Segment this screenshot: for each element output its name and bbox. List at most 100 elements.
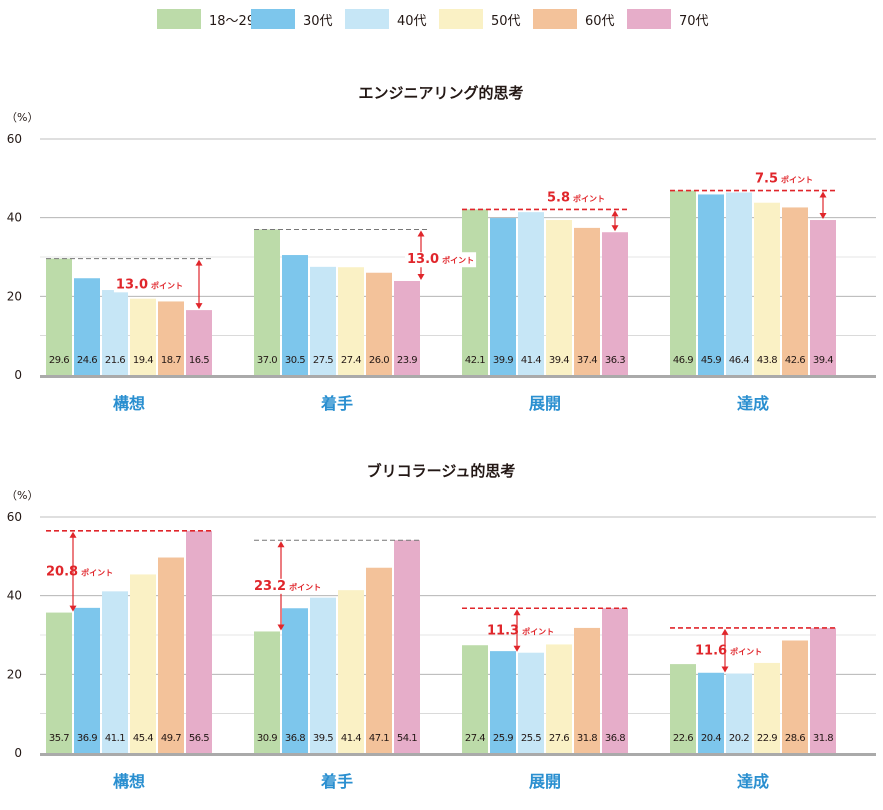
- bar: [546, 644, 572, 753]
- bar: [254, 229, 280, 375]
- difference-annotation: 5.8 ポイント: [462, 190, 628, 232]
- difference-unit: ポイント: [81, 568, 113, 578]
- bar: [518, 652, 544, 753]
- bar-value-label: 20.4: [701, 733, 721, 744]
- bar-value-label: 30.5: [285, 355, 305, 366]
- arrow-head-up-icon: [277, 541, 285, 548]
- arrow-head-up-icon: [195, 259, 203, 266]
- arrow-head-up-icon: [513, 609, 521, 616]
- category-label: 構想: [113, 394, 145, 413]
- chart-0: エンジニアリング的思考 （%） 0 20 40 60 29.6 24.6 21.6 19.4 18.…: [6, 84, 876, 413]
- bar-value-label: 36.9: [77, 733, 97, 744]
- bar: [670, 190, 696, 375]
- bar: [490, 651, 516, 753]
- bar-value-label: 28.6: [785, 733, 805, 744]
- bar: [366, 567, 392, 753]
- bar: [366, 272, 392, 375]
- category-label: 達成: [737, 394, 769, 413]
- legend-item: 30代: [251, 9, 333, 29]
- category-label: 構想: [113, 772, 145, 791]
- y-axis-unit: （%）: [6, 111, 38, 124]
- bar: [338, 267, 364, 375]
- difference-value: 5.8: [547, 190, 570, 205]
- chart-title: エンジニアリング的思考: [358, 84, 523, 102]
- bar: [574, 227, 600, 375]
- arrow-head-down-icon: [721, 666, 729, 673]
- bar: [158, 557, 184, 753]
- difference-label: 23.2 ポイント: [254, 579, 321, 594]
- bar: [74, 607, 100, 753]
- bar-value-label: 18.7: [161, 355, 181, 366]
- arrow-head-down-icon: [69, 605, 77, 612]
- difference-value: 13.0: [407, 252, 439, 267]
- bar-value-label: 21.6: [105, 355, 125, 366]
- category-label: 着手: [320, 772, 353, 791]
- bar-value-label: 41.1: [105, 733, 125, 744]
- bar: [394, 540, 420, 753]
- y-tick-label: 40: [7, 589, 22, 603]
- y-tick-label: 60: [7, 510, 22, 524]
- chart-1: ブリコラージュ的思考 （%） 0 20 40 60 35.7 36.9 41.1 45.4 49.7…: [6, 462, 876, 791]
- difference-value: 11.6: [695, 644, 727, 659]
- bar-value-label: 19.4: [133, 355, 153, 366]
- bar-value-label: 47.1: [369, 733, 389, 744]
- bar: [490, 218, 516, 375]
- legend-label: 60代: [585, 14, 615, 29]
- legend-label: 40代: [397, 14, 427, 29]
- arrow-head-down-icon: [819, 213, 827, 220]
- bar-value-label: 20.2: [729, 733, 749, 744]
- bar: [102, 591, 128, 753]
- bar-value-label: 39.9: [493, 355, 513, 366]
- difference-label: 7.5 ポイント: [755, 172, 813, 187]
- bar-value-label: 27.5: [313, 355, 333, 366]
- bar-value-label: 29.6: [49, 355, 69, 366]
- category-label: 着手: [320, 394, 353, 413]
- bar: [574, 627, 600, 753]
- legend-item: 70代: [627, 9, 709, 29]
- bar: [726, 673, 752, 753]
- bar-value-label: 16.5: [189, 355, 209, 366]
- bar-value-label: 36.8: [285, 733, 305, 744]
- difference-annotation: 20.8 ポイント: [46, 529, 212, 612]
- legend-label: 30代: [303, 14, 333, 29]
- difference-annotation: 13.0 ポイント: [254, 228, 477, 280]
- difference-label: 13.0 ポイント: [116, 277, 183, 292]
- bar: [46, 258, 72, 375]
- arrow-head-up-icon: [417, 230, 425, 237]
- bar-value-label: 54.1: [397, 733, 417, 744]
- bar: [130, 298, 156, 375]
- bar-value-label: 36.8: [605, 733, 625, 744]
- arrow-head-up-icon: [721, 628, 729, 635]
- bar-value-label: 27.4: [341, 355, 361, 366]
- difference-label: 11.3 ポイント: [487, 623, 554, 638]
- bar: [518, 212, 544, 375]
- legend-swatch: [627, 9, 671, 29]
- bar: [254, 631, 280, 753]
- bar: [602, 232, 628, 375]
- bar-value-label: 42.6: [785, 355, 805, 366]
- difference-label: 13.0 ポイント: [407, 252, 474, 267]
- bar: [74, 278, 100, 375]
- difference-unit: ポイント: [442, 255, 474, 265]
- difference-unit: ポイント: [289, 582, 321, 592]
- arrow-head-down-icon: [611, 225, 619, 232]
- legend-swatch: [345, 9, 389, 29]
- difference-value: 20.8: [46, 565, 78, 580]
- difference-annotation: 13.0 ポイント: [46, 258, 212, 310]
- bar: [602, 608, 628, 753]
- arrow-head-up-icon: [69, 531, 77, 538]
- bar: [102, 290, 128, 375]
- bar-value-label: 26.0: [369, 355, 389, 366]
- bar: [462, 645, 488, 753]
- bar-value-label: 41.4: [521, 355, 541, 366]
- difference-value: 11.3: [487, 623, 519, 638]
- legend-swatch: [157, 9, 201, 29]
- y-tick-label: 60: [7, 132, 22, 146]
- difference-unit: ポイント: [151, 280, 183, 290]
- bar: [46, 612, 72, 753]
- x-axis: [40, 753, 876, 756]
- x-axis: [40, 375, 876, 378]
- bar-value-label: 35.7: [49, 733, 69, 744]
- bar-value-label: 36.3: [605, 355, 625, 366]
